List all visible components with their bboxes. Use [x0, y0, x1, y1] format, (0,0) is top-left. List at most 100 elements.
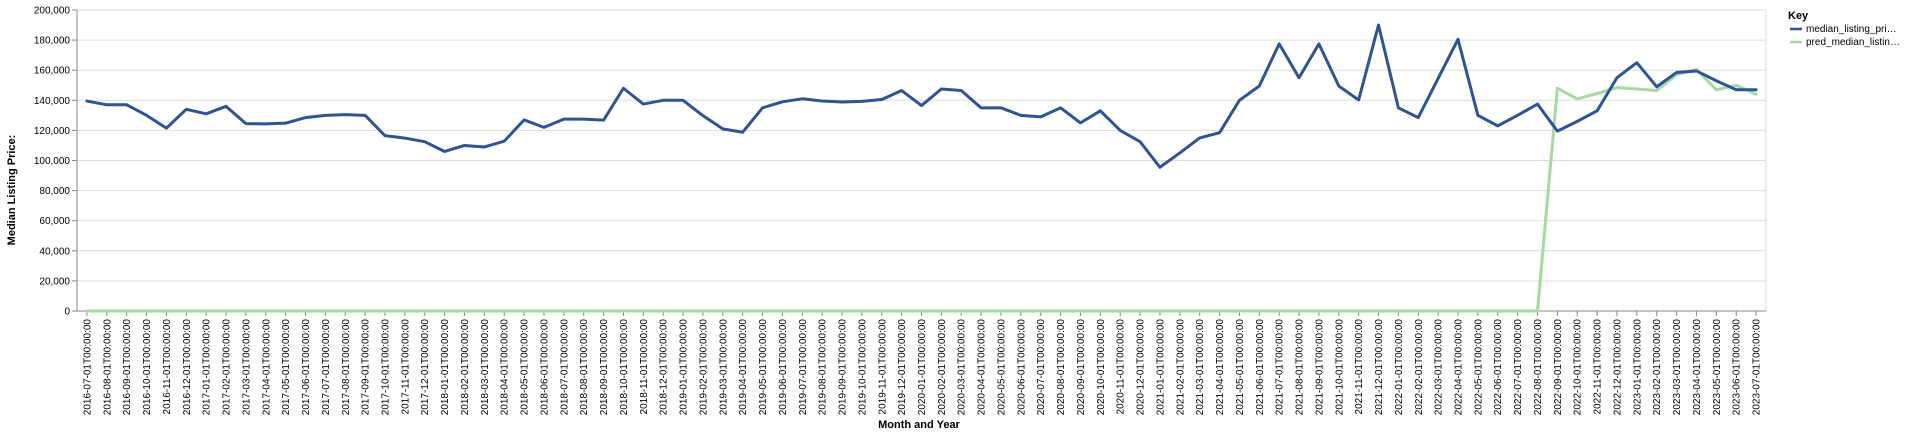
x-tick-label: 2021-06-01T00:00:00	[1255, 319, 1266, 416]
x-tick-label: 2018-09-01T00:00:00	[599, 319, 610, 416]
y-tick-label: 0	[64, 307, 70, 318]
x-tick-label: 2020-06-01T00:00:00	[1016, 319, 1027, 416]
x-tick-label: 2023-02-01T00:00:00	[1652, 319, 1663, 416]
x-tick-label: 2022-08-01T00:00:00	[1533, 319, 1544, 416]
x-tick-label: 2020-03-01T00:00:00	[957, 319, 968, 416]
x-tick-label: 2017-04-01T00:00:00	[261, 319, 272, 416]
x-tick-label: 2018-06-01T00:00:00	[539, 319, 550, 416]
x-tick-label: 2021-09-01T00:00:00	[1314, 319, 1325, 416]
x-tick-label: 2019-06-01T00:00:00	[778, 319, 789, 416]
y-tick-label: 80,000	[39, 186, 70, 197]
x-tick-label: 2019-02-01T00:00:00	[698, 319, 709, 416]
grid-lines	[76, 9, 1767, 312]
x-axis-title: Month and Year	[878, 419, 960, 431]
x-tick-label: 2017-11-01T00:00:00	[400, 319, 411, 415]
x-tick-label: 2016-10-01T00:00:00	[142, 319, 153, 416]
x-tick-label: 2021-05-01T00:00:00	[1235, 319, 1246, 416]
x-tick-label: 2019-10-01T00:00:00	[857, 319, 868, 416]
x-tick-label: 2021-07-01T00:00:00	[1275, 319, 1286, 416]
y-axis: 0 20,000 40,000 60,000 80,000 100,000 120,000 1…	[34, 6, 78, 318]
x-tick-label: 2021-11-01T00:00:00	[1354, 319, 1365, 415]
x-tick-label: 2023-03-01T00:00:00	[1672, 319, 1683, 416]
legend-items: median_listing_pri… pred_median_listin…	[1790, 24, 1900, 48]
x-tick-label: 2018-07-01T00:00:00	[559, 319, 570, 416]
x-tick-label: 2019-12-01T00:00:00	[897, 319, 908, 416]
x-tick-label: 2017-07-01T00:00:00	[321, 319, 332, 416]
x-tick-label: 2021-10-01T00:00:00	[1334, 319, 1345, 416]
x-tick-label: 2021-03-01T00:00:00	[1195, 319, 1206, 416]
x-tick-label: 2017-08-01T00:00:00	[341, 319, 352, 416]
x-tick-label: 2019-09-01T00:00:00	[838, 319, 849, 416]
x-tick-label: 2022-05-01T00:00:00	[1473, 319, 1484, 416]
y-tick-label: 60,000	[39, 216, 70, 227]
x-tick-label: 2019-05-01T00:00:00	[758, 319, 769, 416]
x-tick-label: 2018-12-01T00:00:00	[659, 319, 670, 416]
y-tick-label: 20,000	[39, 276, 70, 287]
x-tick-label: 2022-10-01T00:00:00	[1573, 319, 1584, 416]
y-tick-label: 160,000	[34, 66, 71, 77]
y-axis-title: Median Listing Price:	[6, 135, 18, 246]
x-tick-label: 2016-07-01T00:00:00	[82, 319, 93, 416]
x-tick-label: 2022-11-01T00:00:00	[1593, 319, 1604, 415]
x-tick-label: 2021-04-01T00:00:00	[1215, 319, 1226, 416]
x-tick-label: 2023-05-01T00:00:00	[1712, 319, 1723, 416]
x-tick-label: 2018-04-01T00:00:00	[500, 319, 511, 416]
x-tick-label: 2017-06-01T00:00:00	[301, 319, 312, 416]
x-tick-label: 2022-06-01T00:00:00	[1493, 319, 1504, 416]
x-tick-label: 2022-12-01T00:00:00	[1612, 319, 1623, 416]
legend-label: median_listing_pri…	[1806, 24, 1897, 35]
x-tick-label: 2019-01-01T00:00:00	[679, 319, 690, 416]
x-tick-label: 2020-12-01T00:00:00	[1136, 319, 1147, 416]
x-tick-label: 2016-09-01T00:00:00	[122, 319, 133, 416]
legend: Key median_listing_pri… pred_median_listi…	[1788, 10, 1900, 48]
x-tick-label: 2016-11-01T00:00:00	[162, 319, 173, 415]
x-tick-label: 2019-11-01T00:00:00	[877, 319, 888, 415]
x-tick-label: 2021-12-01T00:00:00	[1374, 319, 1385, 416]
x-tick-label: 2022-03-01T00:00:00	[1434, 319, 1445, 416]
x-tick-label: 2018-01-01T00:00:00	[440, 319, 451, 416]
x-tick-label: 2017-09-01T00:00:00	[361, 319, 372, 416]
x-tick-label: 2020-08-01T00:00:00	[1056, 319, 1067, 416]
series-line-pred-median-listing-price	[85, 67, 1758, 313]
x-tick-label: 2022-02-01T00:00:00	[1414, 319, 1425, 416]
legend-label: pred_median_listin…	[1806, 37, 1900, 48]
x-tick-label: 2017-01-01T00:00:00	[202, 319, 213, 416]
x-tick-label: 2023-06-01T00:00:00	[1732, 319, 1743, 416]
x-tick-label: 2017-10-01T00:00:00	[380, 319, 391, 416]
x-tick-label: 2020-09-01T00:00:00	[1076, 319, 1087, 416]
x-tick-label: 2020-11-01T00:00:00	[1116, 319, 1127, 415]
x-tick-label: 2017-12-01T00:00:00	[420, 319, 431, 416]
x-tick-label: 2020-10-01T00:00:00	[1096, 319, 1107, 416]
x-tick-label: 2016-12-01T00:00:00	[182, 319, 193, 416]
x-tick-label: 2021-02-01T00:00:00	[1175, 319, 1186, 416]
x-tick-label: 2019-07-01T00:00:00	[798, 319, 809, 416]
x-tick-label: 2018-02-01T00:00:00	[460, 319, 471, 416]
x-tick-label: 2016-08-01T00:00:00	[102, 319, 113, 416]
x-tick-label: 2020-04-01T00:00:00	[977, 319, 988, 416]
x-tick-label: 2021-08-01T00:00:00	[1295, 319, 1306, 416]
x-tick-label: 2020-01-01T00:00:00	[917, 319, 928, 416]
x-tick-label: 2021-01-01T00:00:00	[1155, 319, 1166, 416]
x-tick-label: 2018-05-01T00:00:00	[520, 319, 531, 416]
x-tick-label: 2018-11-01T00:00:00	[639, 319, 650, 415]
legend-title: Key	[1788, 10, 1809, 22]
x-tick-label: 2019-08-01T00:00:00	[818, 319, 829, 416]
x-tick-label: 2022-01-01T00:00:00	[1394, 319, 1405, 416]
y-tick-label: 140,000	[34, 96, 71, 107]
x-tick-label: 2019-03-01T00:00:00	[718, 319, 729, 416]
x-tick-label: 2017-05-01T00:00:00	[281, 319, 292, 416]
x-tick-label: 2023-04-01T00:00:00	[1692, 319, 1703, 416]
x-tick-label: 2018-03-01T00:00:00	[480, 319, 491, 416]
series-layer	[85, 23, 1758, 313]
x-tick-label: 2020-05-01T00:00:00	[996, 319, 1007, 416]
x-tick-label: 2017-02-01T00:00:00	[222, 319, 233, 416]
y-tick-label: 40,000	[39, 246, 70, 257]
x-tick-label: 2023-01-01T00:00:00	[1632, 319, 1643, 416]
x-tick-label: 2018-08-01T00:00:00	[579, 319, 590, 416]
x-tick-label: 2022-09-01T00:00:00	[1553, 319, 1564, 416]
series-line-median-listing-price	[85, 23, 1758, 169]
y-tick-label: 180,000	[34, 36, 71, 47]
x-tick-label: 2020-02-01T00:00:00	[937, 319, 948, 416]
